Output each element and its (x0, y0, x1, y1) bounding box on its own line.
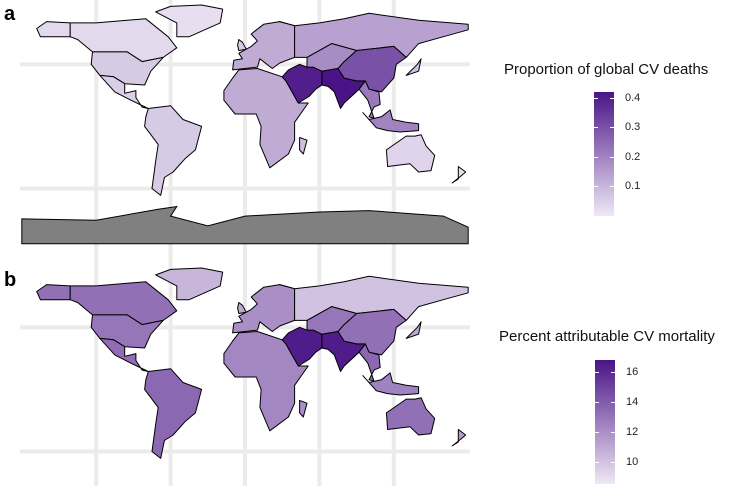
region-madagascar (299, 137, 308, 155)
region-new-zealand (451, 429, 467, 447)
region-indonesia (362, 372, 420, 396)
region-new-zealand (451, 166, 467, 184)
panel-label-a: a (4, 3, 16, 25)
region-greenland (155, 267, 224, 301)
colorbar-tick-label: 0.2 (625, 150, 641, 163)
colorbar-tick-label: 0.4 (625, 91, 641, 104)
world-map-attributable-mortality (20, 245, 470, 486)
region-europe (232, 21, 296, 71)
colorbar-tick-mark (594, 127, 614, 129)
region-mexico (99, 337, 149, 372)
colorbar (595, 360, 615, 484)
region-china (337, 45, 407, 93)
region-usa (90, 51, 164, 86)
region-russia (279, 12, 469, 58)
region-greenland (155, 4, 224, 38)
colorbar-tick-label: 0.3 (625, 121, 641, 134)
colorbar-tick-mark (595, 371, 615, 373)
region-china (337, 308, 407, 356)
region-indonesia (362, 109, 420, 133)
colorbar-tick-label: 0.1 (625, 180, 641, 193)
region-mexico (99, 74, 149, 109)
colorbar-tick-label: 16 (626, 365, 639, 378)
region-uk (237, 302, 247, 314)
region-africa (223, 331, 309, 432)
region-africa (223, 68, 309, 169)
colorbar-tick-mark (595, 461, 615, 463)
region-usa (90, 314, 164, 349)
region-south-america (144, 105, 203, 196)
region-se-asia (358, 80, 381, 119)
panel-label-b: b (4, 269, 17, 291)
region-alaska (36, 21, 71, 38)
region-japan (405, 58, 422, 76)
colorbar-tick-mark (595, 431, 615, 433)
colorbar-tick-mark (594, 97, 614, 99)
region-russia (279, 275, 469, 321)
region-south-america (144, 368, 203, 459)
colorbar-tick-mark (594, 186, 614, 188)
region-japan (405, 321, 422, 339)
colorbar-tick-label: 14 (626, 395, 639, 408)
region-antarctica (21, 205, 469, 245)
legend-title: Proportion of global CV deaths (504, 61, 709, 78)
world-map-cv-deaths (20, 0, 470, 250)
legend-title: Percent attributable CV mortality (499, 328, 715, 345)
colorbar (594, 92, 614, 216)
region-madagascar (299, 400, 308, 418)
region-alaska (36, 284, 71, 301)
region-uk (237, 39, 247, 51)
region-australia (385, 397, 436, 436)
colorbar-tick-label: 12 (626, 425, 639, 438)
region-se-asia (358, 343, 381, 382)
region-australia (385, 134, 436, 173)
colorbar-tick-mark (594, 156, 614, 158)
region-europe (232, 284, 296, 334)
colorbar-tick-label: 10 (626, 455, 639, 468)
colorbar-tick-mark (595, 401, 615, 403)
